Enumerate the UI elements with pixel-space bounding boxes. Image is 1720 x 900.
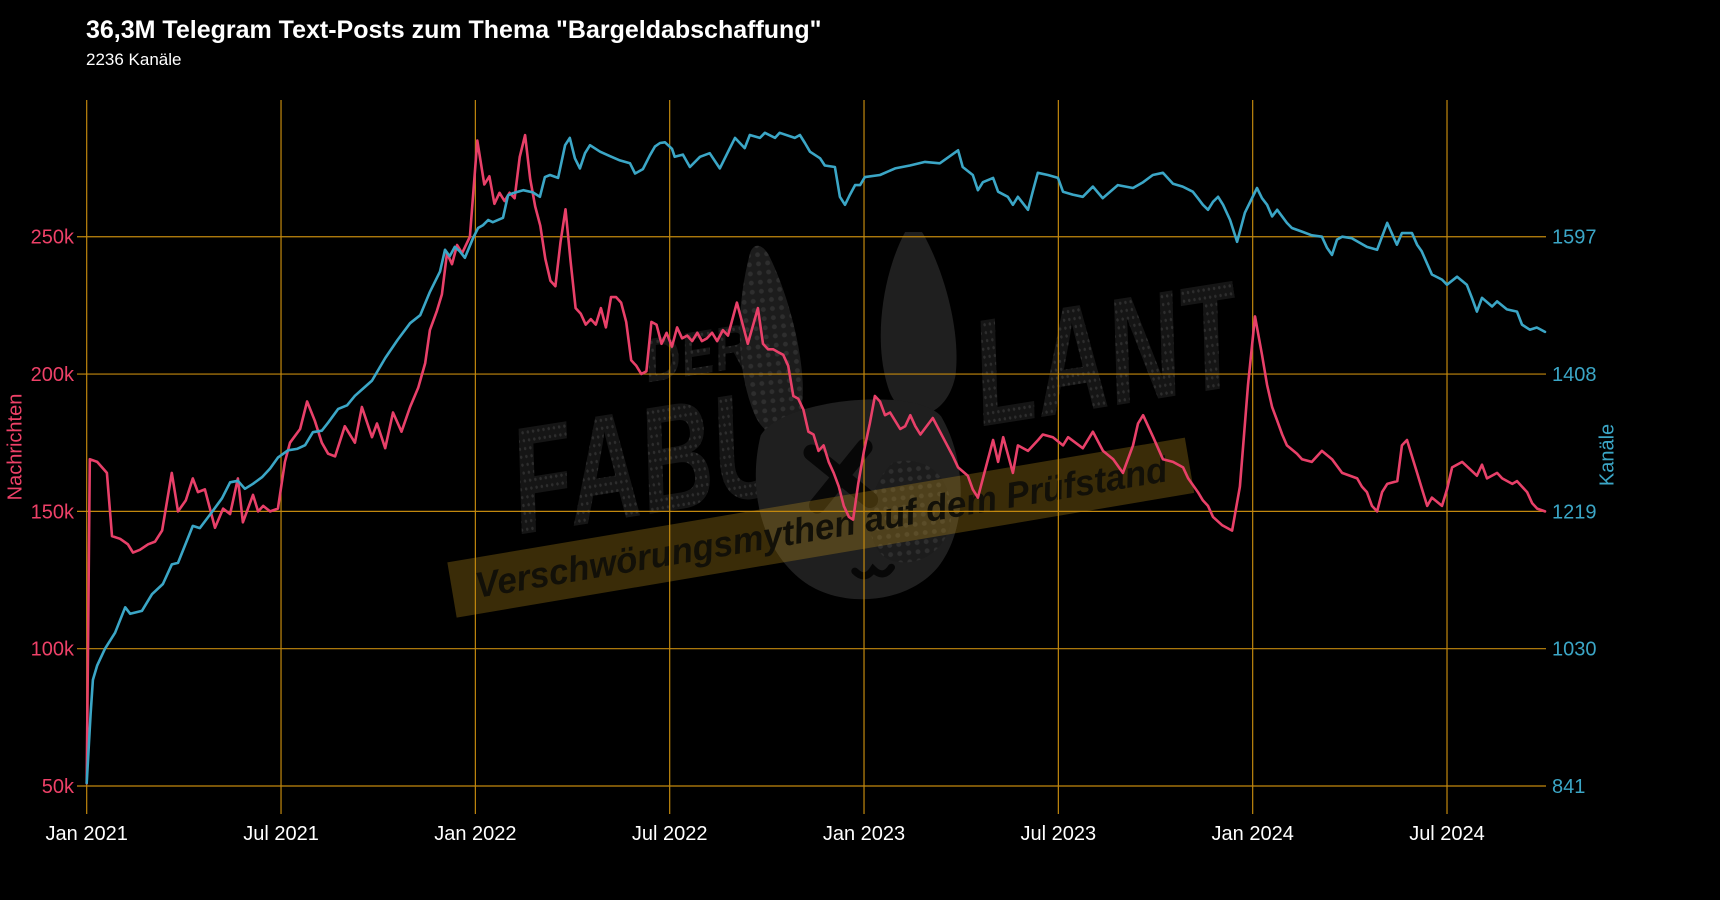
x-tick-label: Jul 2024 (1409, 823, 1485, 845)
series-line-kanle (85, 131, 1547, 785)
rabbit-x-eye-icon (803, 438, 879, 514)
y-axis-left-title: Nachrichten (4, 393, 27, 501)
y-left-tick-label: 150k (31, 501, 75, 523)
rabbit-icon (739, 232, 961, 600)
rabbit-mouth (851, 563, 895, 580)
x-tick-label: Jan 2023 (823, 823, 905, 845)
y-right-tick-label: 1030 (1552, 639, 1597, 661)
x-tick-label: Jan 2022 (434, 823, 516, 845)
y-right-tick-label: 841 (1552, 776, 1585, 798)
y-right-tick-label: 1219 (1552, 501, 1597, 523)
y-right-tick-label: 1408 (1552, 364, 1597, 386)
series-line-nachrichten (85, 133, 1547, 785)
y-left-tick-label: 200k (31, 364, 75, 386)
rabbit-right-ear (880, 232, 957, 415)
page-title: 36,3M Telegram Text-Posts zum Thema "Bar… (86, 16, 822, 44)
x-tick-label: Jul 2022 (632, 823, 708, 845)
y-left-tick-label: 100k (31, 639, 75, 661)
chart-subtitle: 2236 Kanäle (86, 50, 182, 69)
x-tick-label: Jan 2021 (46, 823, 128, 845)
y-axis-right-title: Kanäle (1596, 423, 1619, 487)
y-left-tick-label: 250k (31, 227, 75, 249)
x-tick-label: Jan 2024 (1212, 823, 1294, 845)
y-left-tick-label: 50k (42, 776, 75, 798)
rabbit-left-ear (739, 245, 803, 435)
x-tick-label: Jul 2023 (1021, 823, 1097, 845)
y-right-tick-label: 1597 (1552, 227, 1597, 249)
x-tick-label: Jul 2021 (243, 823, 319, 845)
